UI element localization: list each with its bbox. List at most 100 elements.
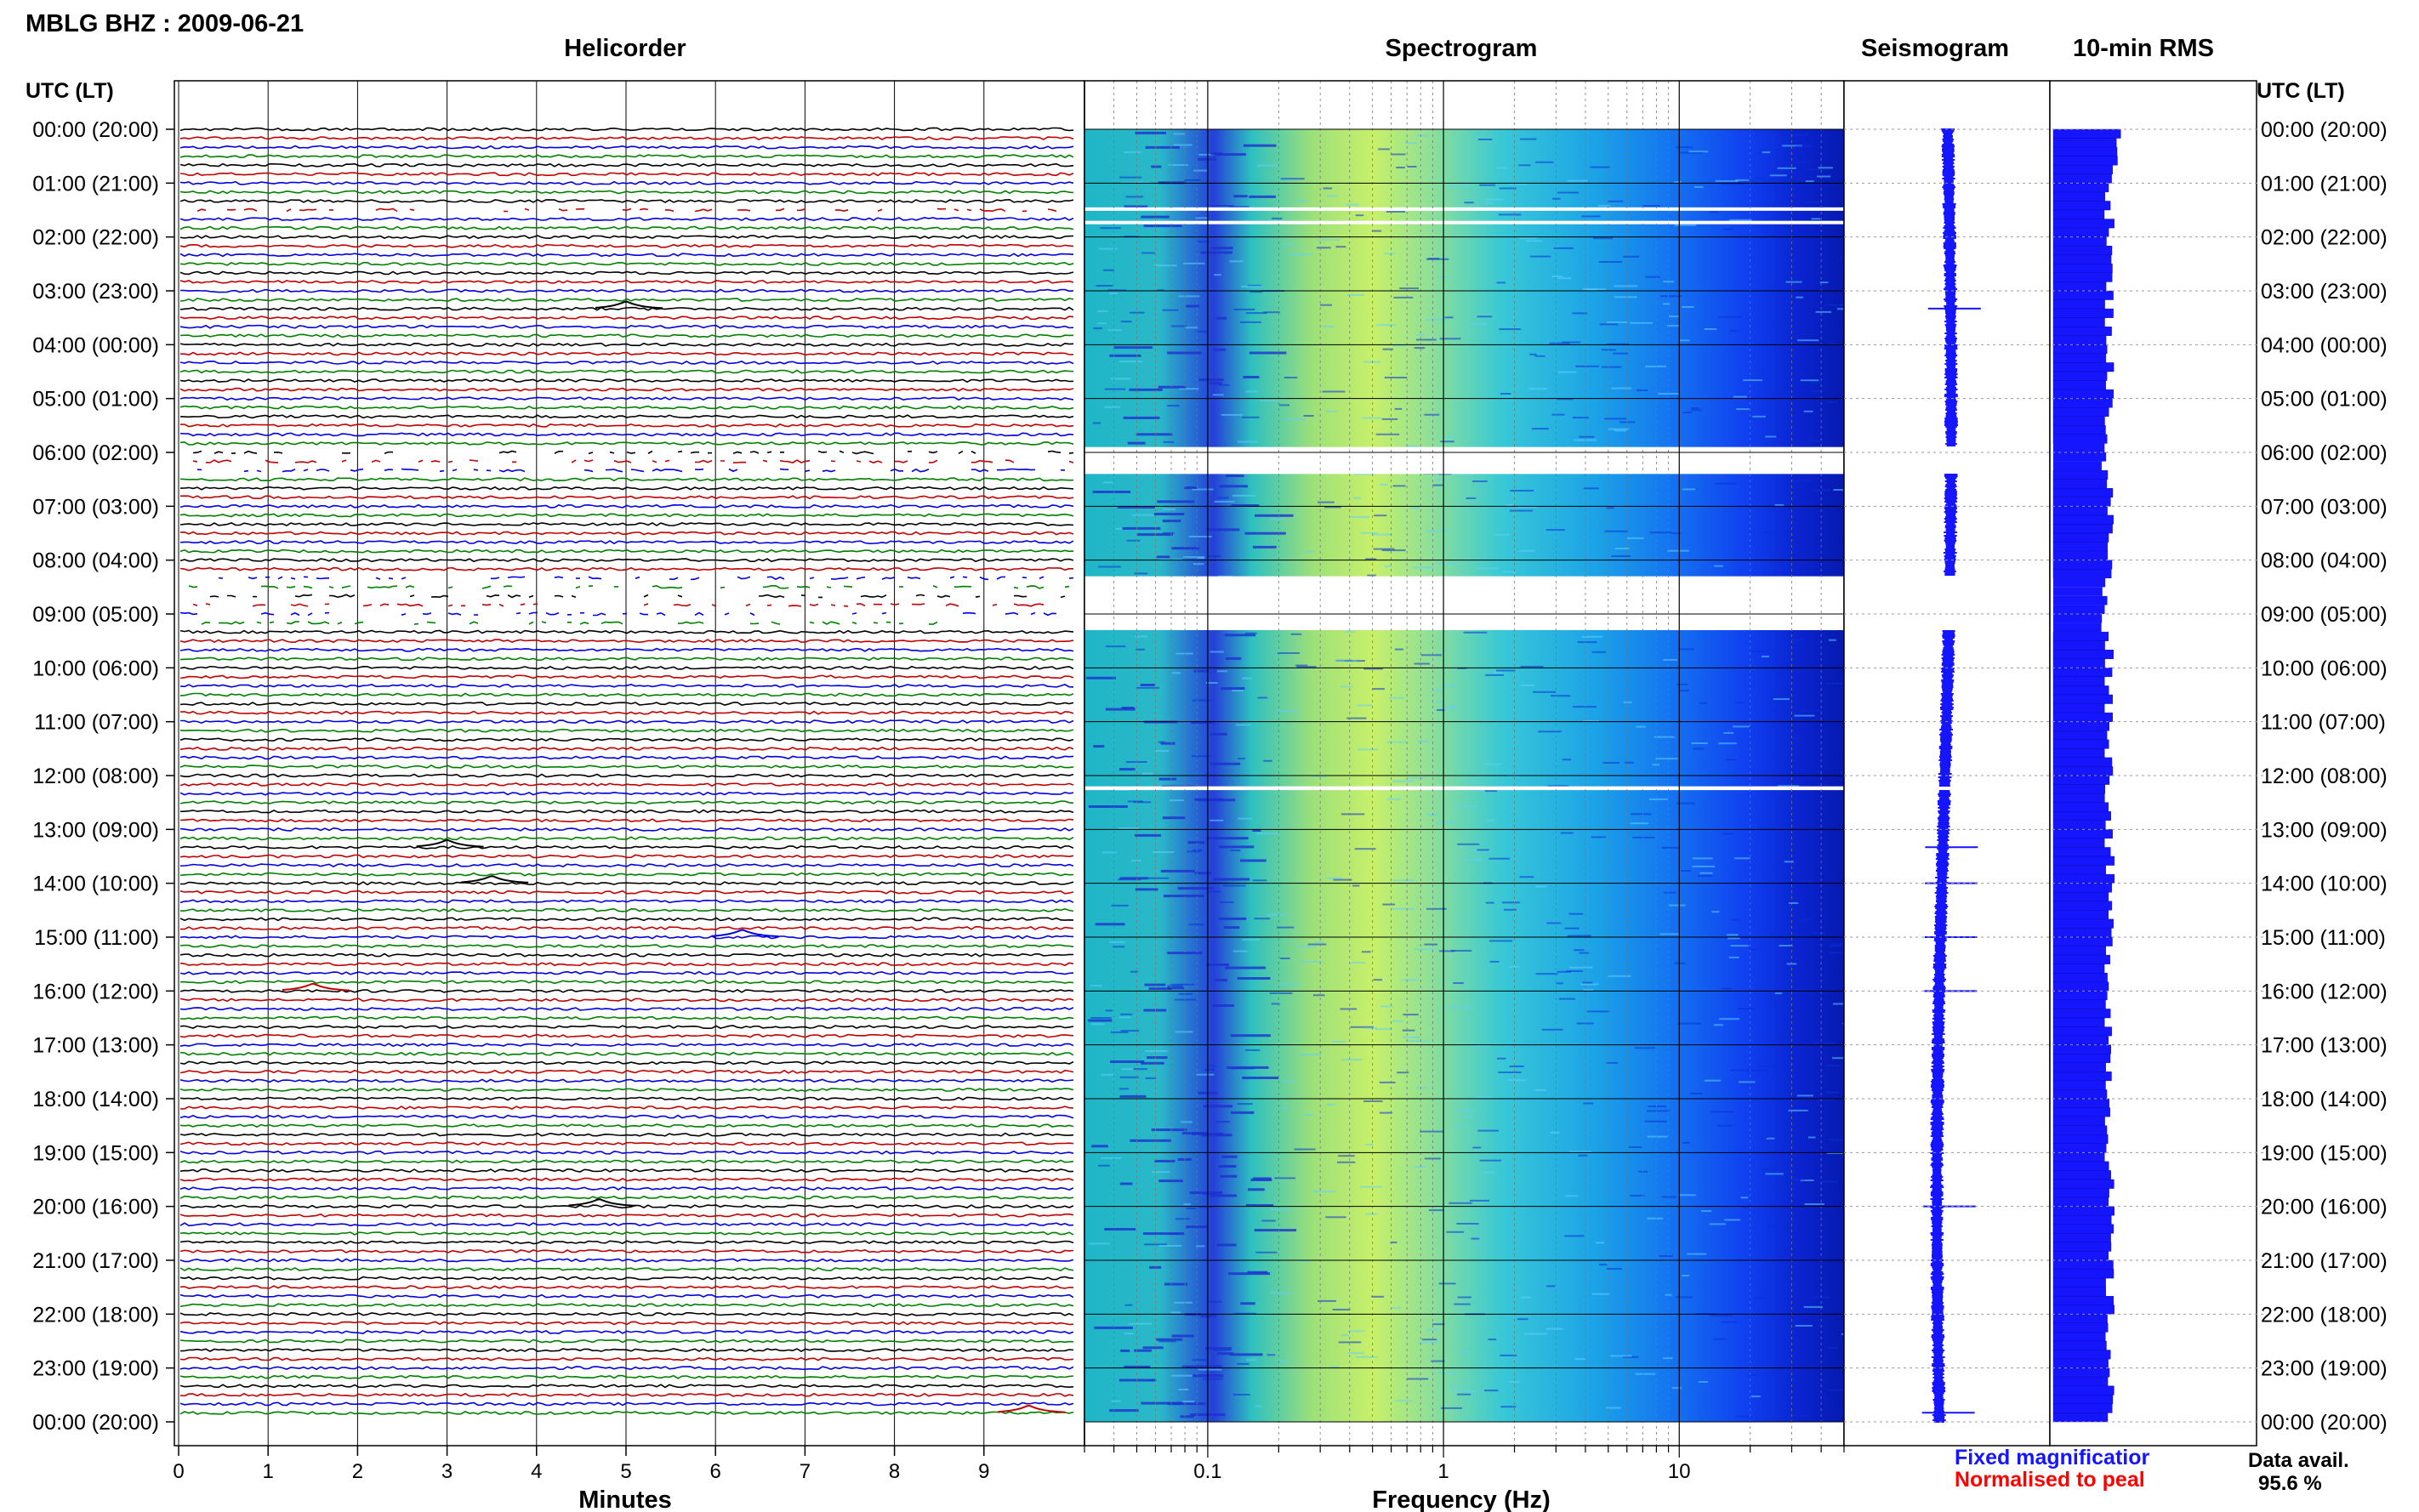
helicorder-trace (179, 1159, 1074, 1164)
spectrogram-speckle (1632, 836, 1655, 838)
spectrogram-speckle (1606, 1061, 1619, 1064)
rms-bar (2052, 264, 2113, 274)
spectrogram-speckle (1178, 1389, 1189, 1390)
spectrogram-speckle (1381, 418, 1398, 420)
spectrogram-speckle (1335, 246, 1346, 248)
spectrogram-streak (1223, 926, 1240, 929)
helicorder-trace (179, 773, 1074, 778)
spectrogram-speckle (1174, 133, 1186, 135)
rms-bar (2052, 299, 2105, 310)
helicorder-trace (179, 531, 1074, 536)
spectrogram-speckle (1323, 326, 1335, 328)
spectrogram-streak (1210, 732, 1227, 736)
spectrogram-speckle (1674, 962, 1686, 964)
helicorder-trace (179, 800, 1074, 805)
minute-tick-label: 7 (800, 1460, 811, 1483)
spectrogram-speckle (1195, 1245, 1205, 1248)
spectrogram-speckle (1352, 884, 1360, 887)
spectrogram-speckle (1121, 1068, 1134, 1071)
spectrogram-speckle (1233, 308, 1255, 310)
spectrogram-speckle (1210, 651, 1225, 653)
spectrogram-speckle (1599, 323, 1619, 326)
helicorder-trace (179, 1186, 1074, 1191)
spectrogram-speckle (1394, 648, 1403, 651)
spectrogram-speckle (1210, 205, 1234, 207)
spectrogram-speckle (1486, 819, 1495, 821)
spectrogram-streak (1226, 475, 1244, 477)
spectrogram-streak (1123, 416, 1160, 419)
spectrogram-speckle (1829, 343, 1840, 345)
spectrogram-speckle (1692, 857, 1713, 860)
spectrogram-streak (1134, 1349, 1152, 1352)
spectrogram-speckle (1277, 709, 1300, 712)
helicorder-trace (179, 952, 1074, 958)
spectrogram-speckle (1562, 759, 1572, 761)
spectrogram-streak (1171, 1334, 1194, 1338)
helicorder-trace (179, 1168, 1074, 1173)
spectrogram-streak (1156, 1338, 1183, 1341)
spectrogram-speckle (1097, 310, 1108, 312)
helicorder-trace (179, 396, 1074, 401)
rms-bar (2052, 1134, 2109, 1144)
spectrogram-speckle (1661, 1196, 1676, 1198)
spectrogram-speckle (1424, 943, 1438, 946)
spectrogram-speckle (1365, 1144, 1374, 1145)
rms-bar (2052, 1385, 2114, 1395)
spectrogram-streak (1145, 145, 1180, 149)
spectrogram-speckle (1567, 179, 1588, 182)
spectrogram-speckle (1785, 281, 1802, 283)
time-tick-label-right: 21:00 (17:00) (2261, 1249, 2388, 1273)
rms-bar (2052, 1009, 2111, 1019)
spectrogram-speckle (1694, 185, 1704, 188)
helicorder-trace (179, 872, 1074, 877)
spectrogram-speckle (1567, 935, 1591, 937)
spectrogram-speckle (1355, 214, 1364, 217)
spectrogram-speckle (1384, 565, 1392, 567)
spectrogram-streak (1121, 707, 1135, 709)
helicorder-event (998, 1404, 1066, 1413)
helicorder-trace (179, 639, 1074, 644)
spectrogram-speckle (1396, 167, 1405, 168)
spectrogram-speckle (1608, 428, 1629, 430)
rms-bar (2052, 488, 2114, 497)
rms-bar (2052, 802, 2109, 812)
spectrogram-speckle (1699, 872, 1713, 874)
spectrogram-speckle (1207, 555, 1221, 558)
rms-bar (2052, 308, 2114, 318)
spectrogram-speckle (1630, 1195, 1645, 1197)
spectrogram-streak (1255, 514, 1294, 517)
spectrogram-speckle (1519, 876, 1534, 878)
spectrogram-speckle (1393, 296, 1414, 298)
minute-tick-label: 1 (263, 1460, 274, 1483)
spectrogram-speckle (1451, 950, 1472, 952)
spectrogram-speckle (1432, 484, 1443, 486)
spectrogram-speckle (1295, 664, 1308, 667)
spectrogram-speckle (1774, 1373, 1792, 1375)
spectrogram-speckle (1312, 994, 1325, 997)
spectrogram-speckle (1109, 292, 1118, 294)
spectrogram-speckle (1173, 144, 1192, 146)
helicorder-trace (180, 612, 1065, 615)
spectrogram-speckle (1769, 174, 1787, 177)
helicorder-trace (179, 1015, 1074, 1020)
helicorder-trace (179, 746, 1074, 751)
spectrogram-streak (1242, 1077, 1279, 1079)
spectrogram-speckle (1721, 183, 1745, 185)
rms-bar (2052, 506, 2108, 516)
spectrogram-streak (1164, 895, 1204, 898)
data-availability-value: 95.6 % (2258, 1472, 2322, 1495)
spectrogram-streak (1167, 952, 1203, 955)
spectrogram-speckle (1208, 1300, 1222, 1303)
helicorder-trace (179, 1366, 1074, 1371)
spectrogram-speckle (1659, 295, 1682, 298)
spectrogram-speckle (1733, 725, 1750, 728)
spectrogram-speckle (1648, 1106, 1667, 1107)
spectrogram-streak (1171, 547, 1200, 550)
spectrogram-streak (1191, 721, 1215, 725)
spectrogram-speckle (1392, 344, 1406, 347)
spectrogram-streak (1218, 1165, 1237, 1168)
spectrogram-speckle (1508, 183, 1528, 185)
spectrogram-speckle (1472, 1146, 1482, 1149)
spectrogram-speckle (1805, 180, 1814, 183)
spectrogram-streak (1141, 215, 1170, 219)
